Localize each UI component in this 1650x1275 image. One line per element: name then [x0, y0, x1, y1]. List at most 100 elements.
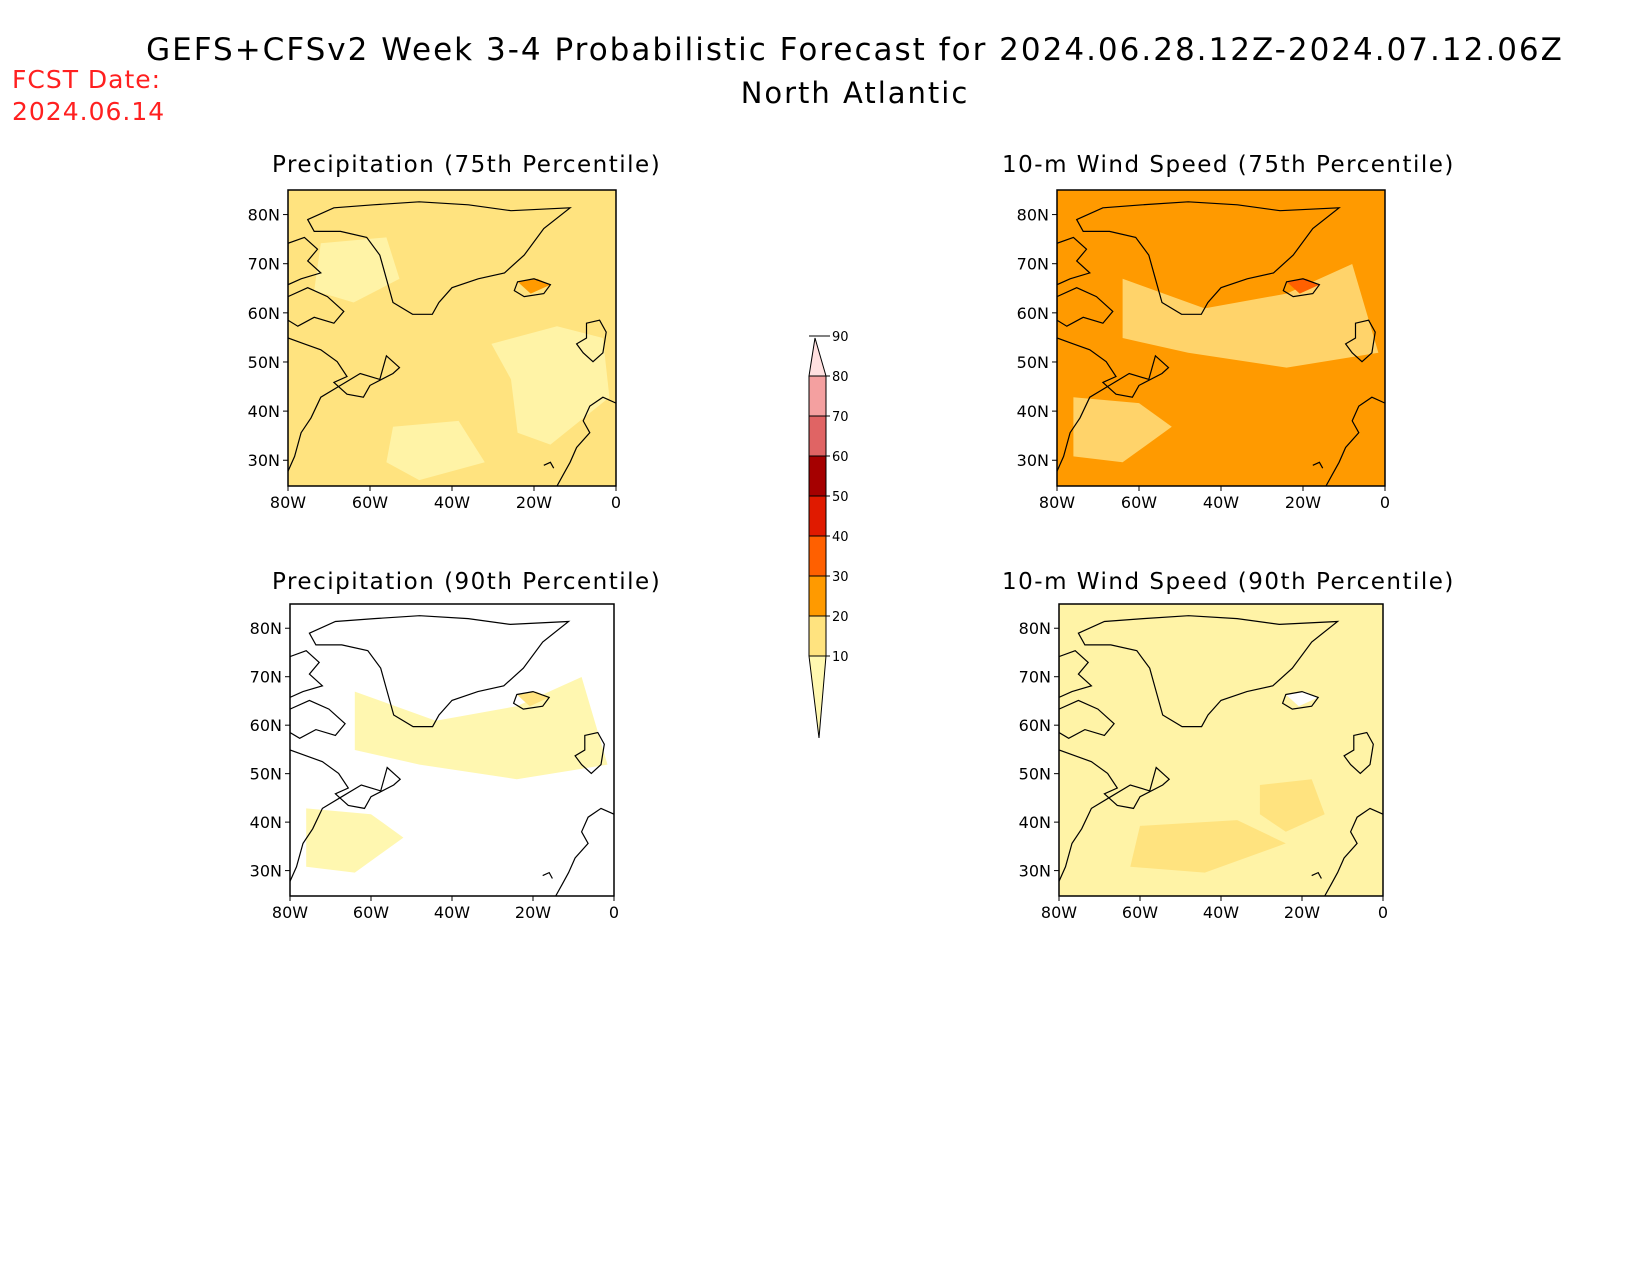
panel-title-wind-90: 10-m Wind Speed (90th Percentile) — [1002, 569, 1455, 595]
lat-tick-label: 40N — [248, 402, 280, 421]
lat-tick-label: 30N — [250, 862, 282, 881]
panel-title-precip-75: Precipitation (75th Percentile) — [272, 152, 662, 178]
contour-patch — [1122, 264, 1379, 368]
coastline — [1312, 461, 1324, 469]
lon-tick-label: 60W — [353, 903, 389, 922]
lon-tick-label: 80W — [1041, 903, 1077, 922]
contour-patch — [354, 677, 608, 780]
lat-tick-label: 80N — [248, 206, 280, 225]
lon-tick-label: 60W — [1122, 903, 1158, 922]
contour-hotspot — [1285, 691, 1319, 707]
colorbar-tick-label: 40 — [832, 530, 849, 545]
lat-tick-label: 70N — [1019, 668, 1051, 687]
lon-tick-label: 80W — [1039, 493, 1075, 512]
lon-tick-label: 20W — [1285, 493, 1321, 512]
coastline — [290, 699, 346, 739]
colorbar-swatch — [809, 456, 826, 496]
map-panel-wind-75: 80N 70N 60N 50N 40N 30N 80W 60W 40W 20W 0 — [1017, 189, 1390, 512]
coastline — [306, 201, 572, 315]
contour-patch — [306, 808, 404, 873]
lon-tick-label: 20W — [516, 493, 552, 512]
contour-hotspot — [516, 691, 550, 707]
coastline — [1057, 287, 1114, 327]
lat-tick-label: 50N — [1019, 765, 1051, 784]
coastline — [1325, 396, 1385, 486]
lat-tick-label: 40N — [1019, 813, 1051, 832]
lat-tick-label: 50N — [1017, 353, 1049, 372]
lat-tick-label: 50N — [248, 353, 280, 372]
coastline — [290, 650, 324, 699]
lon-tick-label: 0 — [1378, 903, 1388, 922]
colorbar-tick-label: 60 — [832, 450, 849, 465]
map-panel-precip-90: 80N 70N 60N 50N 40N 30N 80W 60W 40W 20W 0 — [250, 603, 619, 922]
coastline — [1075, 201, 1341, 315]
lon-tick-label: 40W — [1203, 493, 1239, 512]
contour-patch — [1073, 397, 1172, 463]
lon-tick-label: 20W — [1284, 903, 1320, 922]
lat-tick-label: 60N — [250, 716, 282, 735]
panel-title-precip-90: Precipitation (90th Percentile) — [272, 569, 662, 595]
contour-patch — [386, 420, 485, 481]
region-title: North Atlantic — [740, 76, 970, 110]
lat-tick-label: 70N — [250, 668, 282, 687]
lon-tick-label: 20W — [515, 903, 551, 922]
contour-patch — [1130, 820, 1286, 873]
lat-tick-label: 30N — [248, 451, 280, 470]
colorbar-tick-label: 10 — [832, 650, 849, 665]
lat-tick-label: 60N — [1017, 304, 1049, 323]
coastline — [288, 236, 322, 286]
colorbar-tick-label: 50 — [832, 490, 849, 505]
lat-tick-label: 30N — [1017, 451, 1049, 470]
coastline — [513, 278, 552, 298]
colorbar-swatch — [809, 536, 826, 576]
lon-tick-label: 0 — [1380, 493, 1390, 512]
colorbar: 10 20 30 40 50 60 70 80 90 — [808, 330, 849, 739]
lat-tick-label: 60N — [248, 304, 280, 323]
lon-tick-label: 60W — [352, 493, 388, 512]
fcst-date-value: 2024.06.14 — [12, 97, 166, 126]
lat-tick-label: 80N — [1019, 619, 1051, 638]
coastline — [1059, 650, 1093, 699]
coastline — [1059, 699, 1115, 739]
lon-tick-label: 80W — [272, 903, 308, 922]
colorbar-swatch — [809, 496, 826, 536]
contour-patch — [1259, 779, 1325, 832]
coastline — [1059, 749, 1171, 882]
coastline — [1057, 337, 1170, 472]
coastline — [1344, 319, 1376, 363]
map-panel-wind-90: 80N 70N 60N 50N 40N 30N 80W 60W 40W 20W 0 — [1019, 603, 1388, 922]
lon-tick-label: 0 — [611, 493, 621, 512]
coastline — [1057, 236, 1091, 286]
coastline — [1281, 690, 1320, 710]
lat-tick-label: 30N — [1019, 862, 1051, 881]
coastline — [512, 690, 551, 710]
coastline — [556, 396, 616, 486]
colorbar-swatch — [809, 416, 826, 456]
colorbar-tick-label: 90 — [832, 330, 849, 345]
fcst-date-label: FCST Date: — [12, 65, 162, 94]
lat-tick-label: 80N — [1017, 206, 1049, 225]
coastline — [542, 871, 553, 879]
colorbar-tick-label: 70 — [832, 410, 849, 425]
lon-tick-label: 40W — [1203, 903, 1239, 922]
contour-hotspot — [517, 278, 551, 294]
main-title: GEFS+CFSv2 Week 3-4 Probabilistic Foreca… — [146, 32, 1564, 68]
coastline — [543, 461, 555, 469]
coastline — [290, 749, 402, 882]
colorbar-swatch — [809, 616, 826, 656]
coastline — [575, 319, 607, 363]
coastline — [1311, 871, 1322, 879]
colorbar-bottom-arrow — [808, 655, 827, 739]
panel-title-wind-75: 10-m Wind Speed (75th Percentile) — [1002, 152, 1455, 178]
coastline — [308, 615, 571, 728]
lon-tick-label: 40W — [434, 493, 470, 512]
colorbar-tick-label: 30 — [832, 570, 849, 585]
colorbar-tick-label: 80 — [832, 370, 849, 385]
contour-patch — [491, 326, 610, 445]
colorbar-top-arrow — [808, 337, 827, 377]
coastline — [288, 337, 401, 472]
colorbar-swatch — [809, 576, 826, 616]
contour-hotspot — [1286, 278, 1320, 294]
coastline — [1343, 731, 1374, 775]
